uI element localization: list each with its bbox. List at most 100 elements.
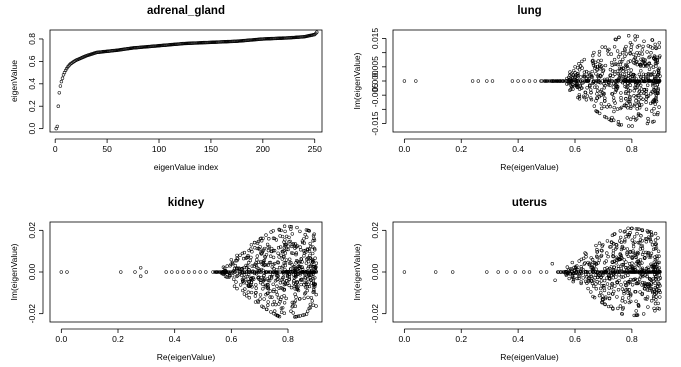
data-point (615, 79, 620, 83)
data-point (649, 72, 653, 76)
data-point (283, 268, 287, 272)
data-point (184, 41, 188, 46)
data-point (640, 48, 645, 52)
data-point (644, 87, 649, 92)
data-point (293, 299, 298, 303)
data-point (278, 245, 283, 249)
data-point (306, 266, 310, 270)
data-point (280, 257, 284, 261)
data-point (565, 265, 569, 269)
data-point (653, 231, 658, 236)
data-point (599, 248, 603, 252)
data-point (611, 85, 616, 89)
data-point (211, 270, 215, 274)
data-point (101, 50, 105, 54)
data-point (647, 288, 651, 292)
data-point (277, 286, 281, 290)
data-point (653, 57, 657, 62)
data-point (311, 303, 315, 307)
data-point (612, 109, 616, 114)
data-point (262, 258, 267, 263)
data-point (584, 98, 589, 102)
data-point (627, 124, 631, 128)
data-points (402, 226, 662, 318)
data-point (646, 230, 650, 234)
data-point (623, 91, 628, 95)
y-tick-label: 0.8 (27, 33, 37, 45)
data-point (628, 249, 633, 254)
x-tick-label: 0.8 (282, 334, 294, 344)
data-point (311, 251, 315, 256)
plot-frame (49, 29, 323, 133)
data-point (636, 303, 641, 307)
data-point (653, 309, 657, 313)
data-point (631, 115, 636, 119)
data-point (290, 263, 294, 267)
data-point (577, 97, 582, 101)
data-point (263, 263, 267, 267)
data-point (220, 40, 224, 44)
data-point (624, 96, 628, 101)
data-point (564, 272, 568, 276)
data-point (626, 291, 630, 295)
data-point (639, 91, 643, 96)
data-point (289, 225, 293, 229)
data-point (628, 250, 632, 254)
data-point (650, 265, 654, 269)
data-point (615, 295, 619, 299)
data-point (283, 261, 288, 265)
data-point (164, 270, 168, 274)
data-point (633, 290, 637, 294)
data-point (262, 246, 267, 251)
data-point (287, 283, 291, 288)
data-point (290, 232, 294, 236)
data-point (656, 306, 660, 310)
data-point (611, 254, 616, 259)
data-point (201, 40, 206, 45)
data-point (299, 257, 303, 261)
data-point (584, 76, 589, 80)
data-point (276, 277, 280, 281)
data-point (282, 301, 287, 305)
data-point (567, 75, 571, 80)
data-point (303, 248, 307, 253)
data-point (646, 305, 650, 309)
data-point (625, 116, 629, 120)
data-point (645, 297, 649, 301)
data-point (275, 313, 280, 318)
data-point (582, 57, 586, 62)
data-point (646, 44, 650, 48)
data-point (653, 274, 658, 279)
data-point (609, 240, 614, 244)
data-point (173, 42, 178, 46)
data-point (648, 236, 652, 240)
data-point (254, 286, 258, 290)
data-point (619, 91, 623, 95)
data-point (302, 241, 306, 245)
data-point (621, 306, 625, 310)
data-point (635, 34, 640, 39)
data-point (619, 235, 623, 240)
x-tick-label: 150 (204, 144, 218, 154)
data-point (654, 242, 658, 246)
data-point (285, 36, 289, 40)
data-point (257, 275, 261, 279)
data-point (295, 287, 300, 292)
data-point (613, 284, 617, 288)
data-point (187, 270, 191, 274)
x-tick-label: 50 (102, 144, 112, 154)
data-point (255, 254, 259, 258)
data-point (637, 79, 642, 83)
data-point (601, 69, 605, 73)
data-point (304, 312, 309, 316)
data-point (599, 286, 603, 291)
data-point (235, 253, 239, 258)
data-point (558, 79, 563, 83)
panel-adrenal_gland: adrenal_gland 0 50 100 150 200 250 eigenValue i… (9, 5, 323, 172)
data-point (619, 60, 624, 64)
x-axis-label: Re(eigenValue) (500, 352, 559, 362)
data-point (576, 66, 580, 70)
x-tick-label: 0.6 (569, 334, 581, 344)
data-point (232, 266, 237, 271)
